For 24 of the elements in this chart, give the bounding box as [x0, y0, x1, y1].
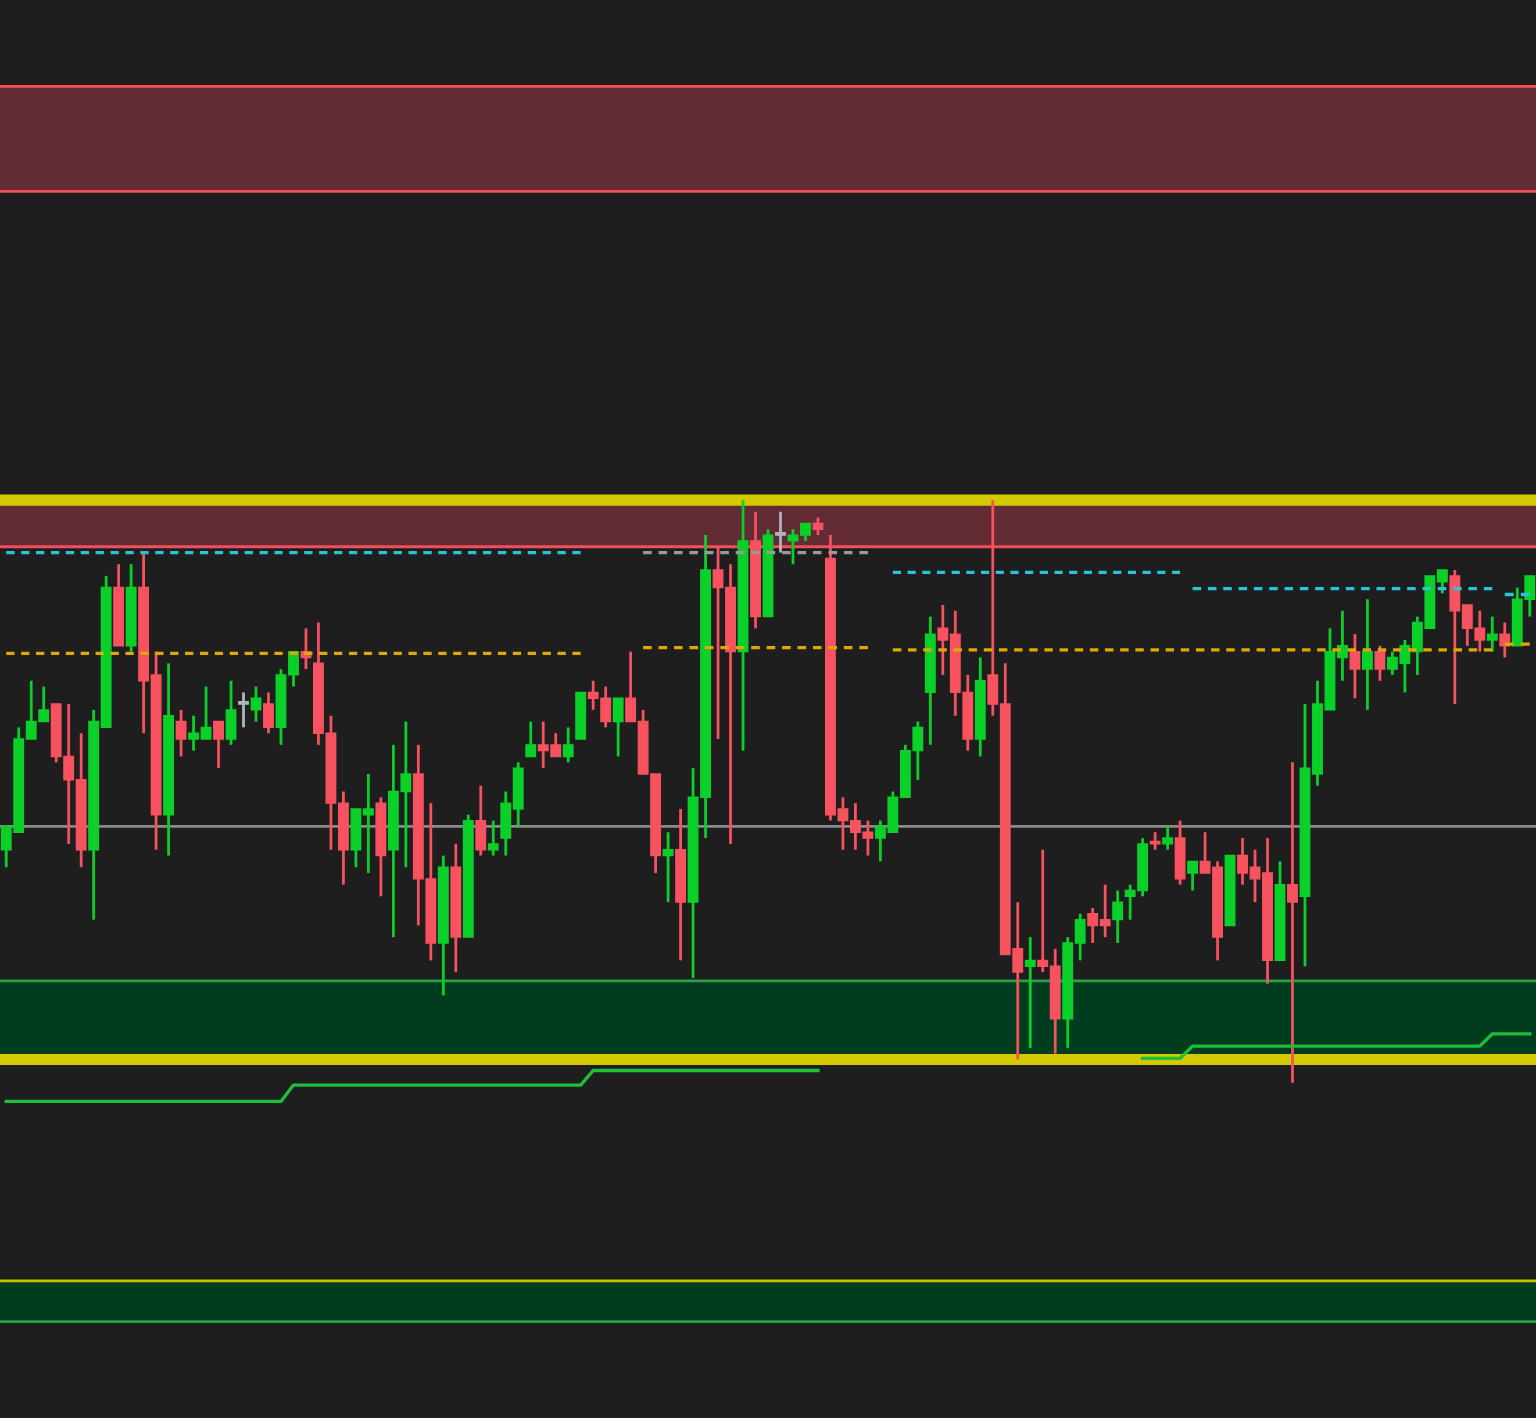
- candlestick: [562, 725, 574, 764]
- candlestick: [487, 819, 499, 857]
- candlestick: [213, 720, 224, 770]
- candlestick: [175, 708, 187, 758]
- candlestick: [1361, 597, 1373, 712]
- candlestick: [775, 510, 786, 554]
- candlestick: [575, 691, 587, 740]
- candlestick: [225, 679, 237, 747]
- candlestick: [1287, 760, 1298, 1085]
- candlestick: [1174, 819, 1186, 887]
- candlestick: [1374, 644, 1386, 683]
- candlestick: [238, 691, 249, 729]
- candlestick: [475, 784, 487, 857]
- candlestick: [1024, 935, 1036, 1050]
- candlestick: [612, 696, 624, 758]
- candlestick: [525, 720, 537, 758]
- candlestick: [1112, 889, 1124, 945]
- candlestick: [662, 830, 674, 904]
- candlestick: [1349, 632, 1361, 700]
- candlestick: [263, 691, 274, 735]
- candlestick: [1486, 615, 1498, 654]
- candlestick: [250, 685, 262, 723]
- candlestick: [1162, 825, 1174, 852]
- candlestick: [1187, 859, 1199, 892]
